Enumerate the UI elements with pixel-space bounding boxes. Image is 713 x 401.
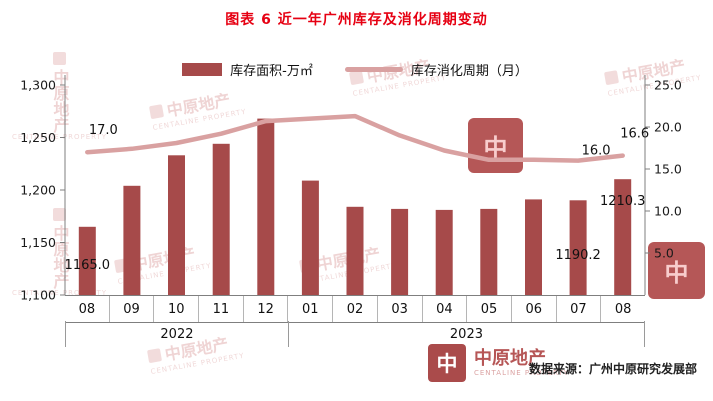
left-axis-tick-label: 1,150: [20, 235, 56, 250]
x-axis-month-label: 08: [65, 296, 110, 322]
legend-item-inventory: 库存面积-万㎡: [182, 60, 313, 79]
right-axis-tick-label: 15.0: [654, 162, 682, 177]
x-axis-month-label: 09: [110, 296, 155, 322]
bar-06: [525, 199, 542, 295]
bar-08: [614, 179, 632, 295]
x-axis-month-label: 02: [333, 296, 378, 322]
bar-02: [346, 206, 364, 295]
bar-09: [123, 185, 141, 295]
bar-05: [480, 208, 498, 295]
right-axis-tick-label: 25.0: [654, 78, 682, 93]
data-label: 1190.2: [555, 248, 601, 263]
centaline-logo-en: CENTALINE PROPERTY: [474, 368, 570, 377]
bar-04: [435, 209, 453, 295]
bar-01: [301, 180, 319, 295]
x-axis-month-label: 06: [512, 296, 557, 322]
left-axis-tick-label: 1,250: [20, 130, 56, 145]
centaline-logo: 中 中原地产 CENTALINE PROPERTY: [428, 344, 569, 382]
data-label: 17.0: [89, 123, 118, 138]
x-axis-month-label: 01: [288, 296, 334, 322]
data-label: 16.6: [620, 127, 649, 142]
legend-item-cycle: 库存消化周期（月）: [344, 60, 528, 79]
chart-canvas: 1,300 1,250 1,200 1,150 1,100 25.0 20.0 15.0 10.…: [20, 75, 682, 303]
left-axis-tick-label: 1,300: [20, 78, 56, 93]
x-axis-month-band: 08 09 10 11 12 01 02 03 04 05 06 07 08: [65, 295, 645, 323]
x-axis-month-label: 12: [244, 296, 289, 322]
bar-11: [212, 143, 230, 295]
x-axis-year-band: 2022 2023: [65, 321, 645, 347]
centaline-logo-square: 中: [428, 344, 466, 382]
legend-line-swatch: [344, 67, 403, 72]
page-title: 图表 6 近一年广州库存及消化周期变动: [225, 12, 488, 28]
x-axis-month-label: 04: [423, 296, 468, 322]
x-axis-month-label: 03: [378, 296, 423, 322]
bar-10: [168, 155, 185, 295]
right-axis-tick-label: 20.0: [654, 120, 682, 135]
data-label: 16.0: [582, 144, 611, 159]
year-2022-cell: 2022: [65, 321, 289, 347]
cycle-line: [85, 113, 625, 163]
data-label: 1210.3: [600, 194, 646, 209]
chart-legend: 库存面积-万㎡ 库存消化周期（月）: [65, 60, 645, 79]
year-label: 2023: [449, 326, 483, 342]
centaline-logo-cn: 中原地产: [474, 348, 546, 370]
bar-08: [78, 226, 96, 296]
data-source: 数据来源：广州中原研究发展部: [528, 362, 697, 376]
left-axis-tick-label: 1,200: [20, 183, 56, 198]
legend-bar-swatch: [182, 63, 223, 76]
x-axis-month-label: 11: [199, 296, 244, 322]
centaline-logo-text: 中原地产 CENTALINE PROPERTY: [474, 349, 569, 377]
data-label: 1165.0: [65, 258, 111, 273]
x-axis-month-label: 08: [614, 301, 632, 317]
x-axis-month-label: 10: [154, 296, 200, 322]
left-axis-tick-label: 1,100: [20, 288, 56, 303]
right-axis-tick-label: 10.0: [654, 204, 682, 219]
x-axis-month-label: 05: [467, 296, 512, 322]
x-axis-month-label: 07: [557, 296, 602, 322]
right-axis-tick-label: 5.0: [654, 246, 674, 261]
bar-07: [569, 200, 587, 295]
legend-line-label: 库存消化周期（月）: [410, 64, 528, 79]
bar-12: [257, 118, 275, 295]
year-label: 2022: [160, 326, 194, 342]
bar-03: [391, 208, 409, 295]
year-2023-cell: 2023: [289, 321, 645, 347]
legend-bar-label: 库存面积-万㎡: [230, 64, 313, 79]
